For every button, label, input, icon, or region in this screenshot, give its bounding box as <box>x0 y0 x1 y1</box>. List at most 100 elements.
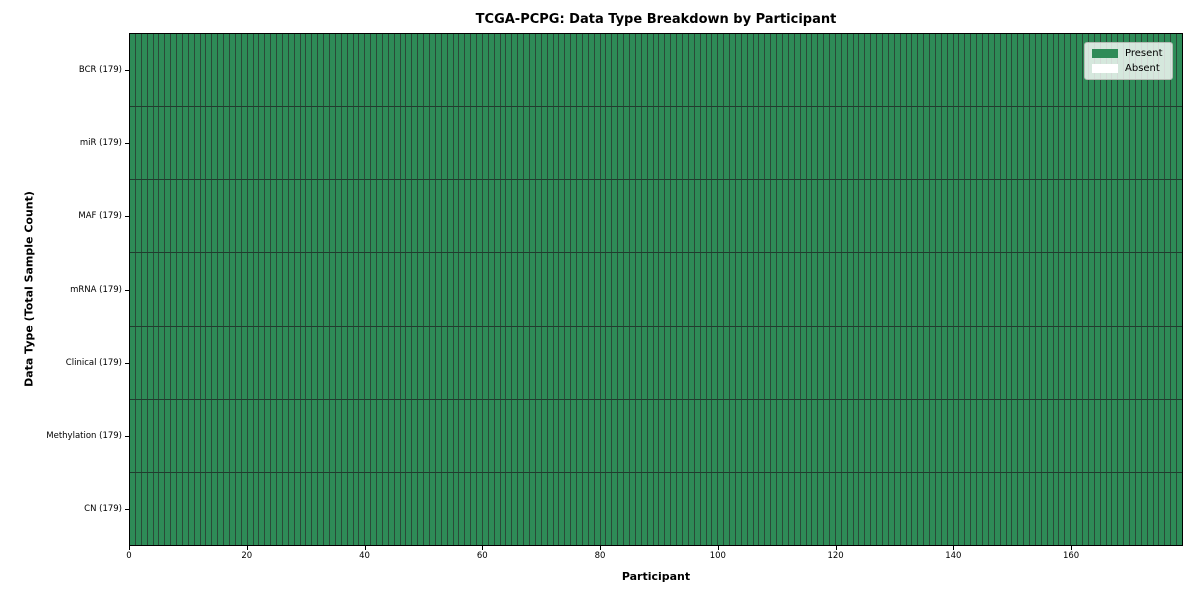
heatmap-cell[interactable] <box>182 472 188 545</box>
heatmap-cell[interactable] <box>1000 326 1006 399</box>
heatmap-cell[interactable] <box>847 180 853 253</box>
heatmap-cell[interactable] <box>1082 326 1088 399</box>
heatmap-cell[interactable] <box>547 34 553 107</box>
heatmap-cell[interactable] <box>465 180 471 253</box>
heatmap-cell[interactable] <box>194 253 200 326</box>
heatmap-cell[interactable] <box>418 253 424 326</box>
heatmap-cell[interactable] <box>1153 326 1159 399</box>
heatmap-cell[interactable] <box>306 326 312 399</box>
heatmap-cell[interactable] <box>271 253 277 326</box>
heatmap-cell[interactable] <box>882 180 888 253</box>
heatmap-cell[interactable] <box>182 253 188 326</box>
heatmap-cell[interactable] <box>1094 326 1100 399</box>
heatmap-cell[interactable] <box>794 107 800 180</box>
heatmap-cell[interactable] <box>1024 180 1030 253</box>
heatmap-cell[interactable] <box>1130 399 1135 472</box>
heatmap-cell[interactable] <box>535 326 541 399</box>
heatmap-cell[interactable] <box>394 180 400 253</box>
heatmap-cell[interactable] <box>424 34 430 107</box>
heatmap-cell[interactable] <box>447 399 453 472</box>
heatmap-cell[interactable] <box>718 253 724 326</box>
heatmap-cell[interactable] <box>377 399 382 472</box>
heatmap-cell[interactable] <box>288 472 294 545</box>
heatmap-cell[interactable] <box>894 399 900 472</box>
heatmap-cell[interactable] <box>700 34 706 107</box>
heatmap-cell[interactable] <box>800 107 806 180</box>
heatmap-cell[interactable] <box>788 472 794 545</box>
heatmap-cell[interactable] <box>282 326 288 399</box>
heatmap-cell[interactable] <box>924 107 930 180</box>
heatmap-cell[interactable] <box>941 399 947 472</box>
heatmap-cell[interactable] <box>618 326 624 399</box>
heatmap-cell[interactable] <box>1124 472 1130 545</box>
heatmap-cell[interactable] <box>341 399 347 472</box>
heatmap-cell[interactable] <box>547 180 553 253</box>
heatmap-cell[interactable] <box>353 180 359 253</box>
heatmap-cell[interactable] <box>1018 107 1024 180</box>
heatmap-cell[interactable] <box>677 180 682 253</box>
heatmap-cell[interactable] <box>400 326 406 399</box>
heatmap-cell[interactable] <box>1012 34 1018 107</box>
heatmap-cell[interactable] <box>1077 472 1082 545</box>
heatmap-cell[interactable] <box>200 107 206 180</box>
heatmap-cell[interactable] <box>612 326 618 399</box>
heatmap-cell[interactable] <box>830 472 835 545</box>
heatmap-cell[interactable] <box>782 472 788 545</box>
heatmap-cell[interactable] <box>671 326 677 399</box>
heatmap-cell[interactable] <box>788 399 794 472</box>
heatmap-cell[interactable] <box>288 34 294 107</box>
heatmap-cell[interactable] <box>882 253 888 326</box>
heatmap-cell[interactable] <box>153 399 159 472</box>
heatmap-cell[interactable] <box>935 180 941 253</box>
heatmap-cell[interactable] <box>877 180 882 253</box>
heatmap-cell[interactable] <box>1177 180 1182 253</box>
heatmap-cell[interactable] <box>1053 253 1059 326</box>
heatmap-cell[interactable] <box>135 253 141 326</box>
heatmap-cell[interactable] <box>765 399 771 472</box>
heatmap-cell[interactable] <box>247 253 253 326</box>
heatmap-cell[interactable] <box>694 34 700 107</box>
heatmap-cell[interactable] <box>1030 472 1035 545</box>
heatmap-cell[interactable] <box>218 399 224 472</box>
heatmap-cell[interactable] <box>206 326 212 399</box>
heatmap-cell[interactable] <box>806 180 812 253</box>
heatmap-cell[interactable] <box>524 253 530 326</box>
heatmap-cell[interactable] <box>635 34 641 107</box>
heatmap-cell[interactable] <box>1047 399 1053 472</box>
heatmap-cell[interactable] <box>965 107 971 180</box>
heatmap-cell[interactable] <box>918 107 924 180</box>
heatmap-cell[interactable] <box>247 180 253 253</box>
heatmap-cell[interactable] <box>1041 34 1047 107</box>
heatmap-cell[interactable] <box>218 180 224 253</box>
heatmap-cell[interactable] <box>441 399 447 472</box>
heatmap-cell[interactable] <box>224 180 229 253</box>
heatmap-cell[interactable] <box>330 107 335 180</box>
heatmap-cell[interactable] <box>230 399 235 472</box>
heatmap-cell[interactable] <box>1147 326 1153 399</box>
heatmap-cell[interactable] <box>588 399 594 472</box>
heatmap-cell[interactable] <box>1082 253 1088 326</box>
heatmap-cell[interactable] <box>141 180 147 253</box>
heatmap-cell[interactable] <box>1171 472 1177 545</box>
heatmap-cell[interactable] <box>159 34 165 107</box>
heatmap-cell[interactable] <box>400 180 406 253</box>
heatmap-cell[interactable] <box>447 180 453 253</box>
heatmap-cell[interactable] <box>1065 326 1071 399</box>
heatmap-cell[interactable] <box>835 399 841 472</box>
heatmap-cell[interactable] <box>200 180 206 253</box>
heatmap-cell[interactable] <box>994 253 1000 326</box>
heatmap-cell[interactable] <box>424 180 430 253</box>
heatmap-cell[interactable] <box>688 253 694 326</box>
heatmap-cell[interactable] <box>641 180 647 253</box>
heatmap-cell[interactable] <box>459 472 465 545</box>
heatmap-cell[interactable] <box>335 253 341 326</box>
heatmap-cell[interactable] <box>771 107 777 180</box>
heatmap-cell[interactable] <box>306 180 312 253</box>
heatmap-cell[interactable] <box>147 253 153 326</box>
heatmap-cell[interactable] <box>412 399 418 472</box>
heatmap-cell[interactable] <box>671 399 677 472</box>
heatmap-cell[interactable] <box>353 253 359 326</box>
heatmap-cell[interactable] <box>406 180 412 253</box>
heatmap-cell[interactable] <box>541 253 547 326</box>
heatmap-cell[interactable] <box>494 253 500 326</box>
